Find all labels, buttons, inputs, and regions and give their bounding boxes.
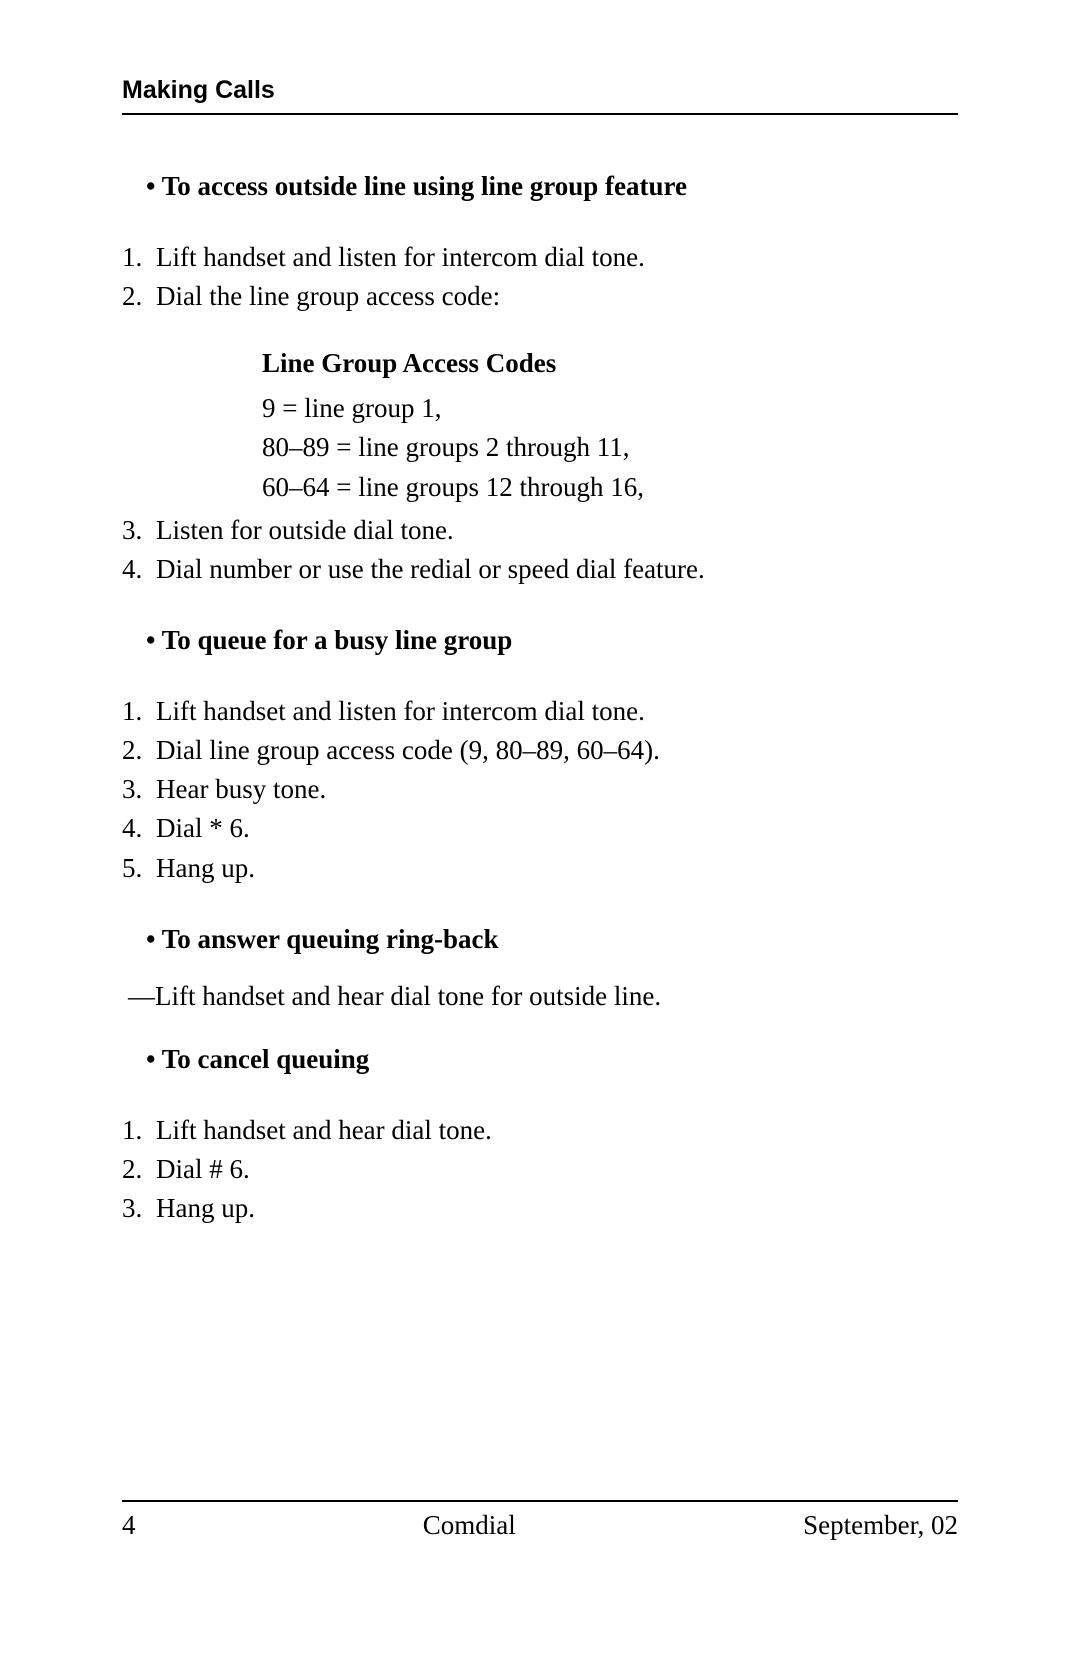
steps-list: 3.Listen for outside dial tone. 4.Dial n… <box>122 511 958 589</box>
section-heading-access-outside-line: To access outside line using line group … <box>122 171 958 202</box>
step-text: Dial * 6. <box>156 813 250 843</box>
code-line: 80–89 = line groups 2 through 11, <box>262 428 958 467</box>
step-text: Hear busy tone. <box>156 774 326 804</box>
list-item: 3.Hang up. <box>122 1189 958 1228</box>
step-text: Lift handset and listen for intercom dia… <box>156 696 645 726</box>
document-page: Making Calls To access outside line usin… <box>122 76 958 1264</box>
steps-list: 1.Lift handset and hear dial tone. 2.Dia… <box>122 1111 958 1228</box>
step-text: Lift handset and listen for intercom dia… <box>156 242 645 272</box>
list-item: 1.Lift handset and listen for intercom d… <box>122 692 958 731</box>
section-heading-queue-busy-line: To queue for a busy line group <box>122 625 958 656</box>
list-item: 5.Hang up. <box>122 849 958 888</box>
code-line: 60–64 = line groups 12 through 16, <box>262 468 958 507</box>
list-item: 4.Dial number or use the redial or speed… <box>122 550 958 589</box>
list-item: 2.Dial the line group access code: <box>122 277 958 316</box>
steps-list: 1.Lift handset and listen for intercom d… <box>122 238 958 316</box>
header-rule <box>122 113 958 115</box>
step-text: Hang up. <box>156 1193 255 1223</box>
step-text: Lift handset and hear dial tone. <box>156 1115 492 1145</box>
list-item: 4.Dial * 6. <box>122 809 958 848</box>
line-group-codes-block: Line Group Access Codes 9 = line group 1… <box>262 348 958 506</box>
list-item: 2.Dial # 6. <box>122 1150 958 1189</box>
list-item: 3.Hear busy tone. <box>122 770 958 809</box>
list-item: 2.Dial line group access code (9, 80–89,… <box>122 731 958 770</box>
footer-page-number: 4 <box>122 1510 136 1541</box>
code-line: 9 = line group 1, <box>262 389 958 428</box>
step-text: Dial number or use the redial or speed d… <box>156 554 705 584</box>
section-heading-cancel-queuing: To cancel queuing <box>122 1044 958 1075</box>
step-text: Dial the line group access code: <box>156 281 500 311</box>
step-text: Dial line group access code (9, 80–89, 6… <box>156 735 660 765</box>
section-heading-answer-ringback: To answer queuing ring-back <box>122 924 958 955</box>
dash-instruction: —Lift handset and hear dial tone for out… <box>122 977 958 1016</box>
step-text: Hang up. <box>156 853 255 883</box>
step-text: Dial # 6. <box>156 1154 250 1184</box>
step-text: Listen for outside dial tone. <box>156 515 454 545</box>
footer-row: 4 Comdial September, 02 <box>122 1510 958 1541</box>
list-item: 1.Lift handset and listen for intercom d… <box>122 238 958 277</box>
codes-title: Line Group Access Codes <box>262 348 958 379</box>
footer-right-text: September, 02 <box>803 1510 958 1541</box>
steps-list: 1.Lift handset and listen for intercom d… <box>122 692 958 888</box>
list-item: 1.Lift handset and hear dial tone. <box>122 1111 958 1150</box>
list-item: 3.Listen for outside dial tone. <box>122 511 958 550</box>
footer-center-text: Comdial <box>136 1510 804 1541</box>
page-header-title: Making Calls <box>122 76 958 113</box>
page-footer: 4 Comdial September, 02 <box>122 1500 958 1541</box>
footer-rule <box>122 1500 958 1502</box>
